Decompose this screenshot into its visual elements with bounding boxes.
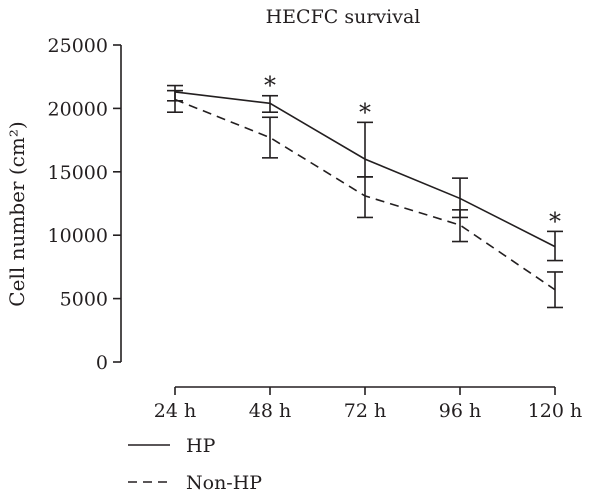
x-tick-label: 72 h xyxy=(344,400,386,422)
x-tick-label: 48 h xyxy=(249,400,291,422)
significance-marker: * xyxy=(359,98,371,126)
y-axis-label: Cell number (cm²) xyxy=(5,121,29,306)
plot-area: * * * xyxy=(167,72,563,309)
significance-marker: * xyxy=(549,207,561,235)
y-tick-label: 15000 xyxy=(48,162,108,184)
x-tick-label: 120 h xyxy=(528,400,583,422)
legend-label-non-hp: Non-HP xyxy=(186,472,262,494)
y-tick-label: 0 xyxy=(96,352,108,374)
y-tick-label: 25000 xyxy=(48,35,108,57)
significance-marker: * xyxy=(264,72,276,100)
x-tick-label: 96 h xyxy=(439,400,481,422)
legend-label-hp: HP xyxy=(186,435,216,457)
legend: HP Non-HP xyxy=(128,435,262,494)
chart-title: HECFC survival xyxy=(266,6,421,28)
y-tick-label: 5000 xyxy=(60,289,108,311)
x-tick-label: 24 h xyxy=(154,400,196,422)
axes: 0 5000 10000 15000 20000 25000 24 h 48 h 72 h 96 … xyxy=(48,35,583,422)
y-tick-label: 20000 xyxy=(48,98,108,120)
y-tick-label: 10000 xyxy=(48,225,108,247)
